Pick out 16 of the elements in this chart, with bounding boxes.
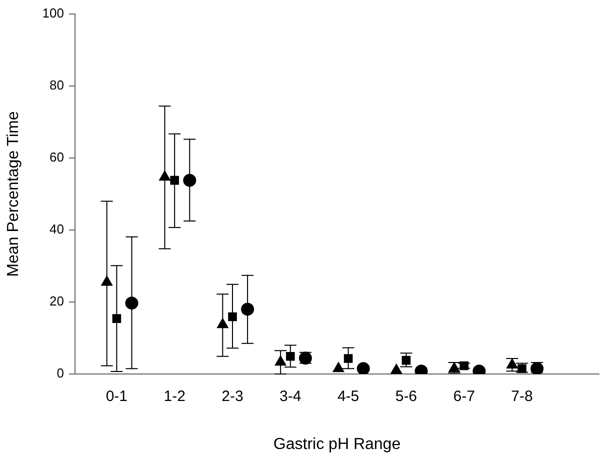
x-tick-label: 1-2: [164, 388, 186, 406]
x-tick-label: 2-3: [222, 388, 244, 406]
y-axis-title: Mean Percentage Time: [5, 111, 22, 277]
y-tick-label: 40: [50, 222, 64, 237]
y-tick-label: 60: [50, 150, 64, 165]
x-tick-label: 3-4: [280, 388, 302, 406]
x-tick-label: 7-8: [511, 388, 533, 406]
y-tick-label: 100: [42, 6, 64, 21]
x-axis-title: Gastric pH Range: [273, 436, 401, 453]
y-tick-label: 80: [50, 78, 64, 93]
y-tick-label: 20: [50, 294, 64, 309]
x-tick-label: 5-6: [395, 388, 418, 406]
x-tick-label: 4-5: [337, 388, 360, 406]
x-tick-label: 6-7: [453, 388, 475, 406]
x-tick-label: 0-1: [106, 388, 128, 406]
y-tick-label: 0: [56, 366, 64, 381]
